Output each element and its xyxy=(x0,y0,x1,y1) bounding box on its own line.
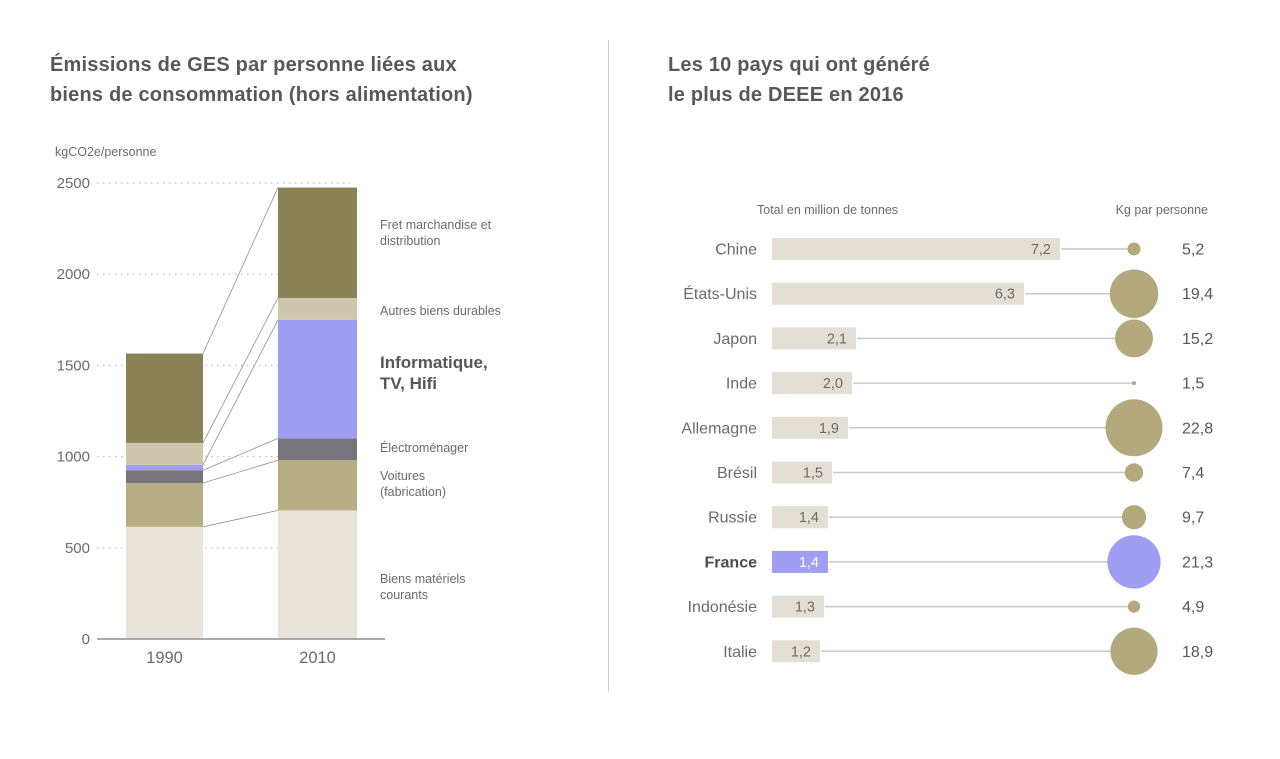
kg-bubble xyxy=(1110,627,1158,675)
bar-segment-1990 xyxy=(126,470,203,484)
tonnage-value-label: 1,5 xyxy=(803,466,823,482)
kg-value-label: 21,3 xyxy=(1182,554,1213,571)
kg-bubble xyxy=(1105,399,1163,457)
kg-bubble xyxy=(1127,600,1141,613)
tonnage-value-label: 2,1 xyxy=(827,331,847,347)
country-label: France xyxy=(705,554,758,571)
country-label: Italie xyxy=(723,644,757,661)
bar-segment-2010 xyxy=(278,460,357,511)
kg-bubble xyxy=(1109,269,1159,318)
y-tick-label-500: 500 xyxy=(65,540,90,557)
x-category-label: 2010 xyxy=(299,649,336,667)
tonnage-bar xyxy=(772,550,828,573)
legend-label: Informatique, TV, Hifi xyxy=(380,353,488,394)
tonnage-value-label: 1,4 xyxy=(799,555,819,571)
tonnage-value-label: 1,3 xyxy=(795,600,815,616)
y-tick-label-1000: 1000 xyxy=(57,449,90,466)
legend-label: Biens matériels courants xyxy=(380,572,466,603)
left-chart-title: Émissions de GES par personne liées aux … xyxy=(50,54,473,106)
bar-segment-2010 xyxy=(278,438,357,461)
bar-segment-2010 xyxy=(278,187,357,298)
country-label: États-Unis xyxy=(683,284,757,303)
divider-line xyxy=(608,40,609,692)
country-label: Japon xyxy=(713,331,757,348)
bar-segment-1990 xyxy=(126,464,203,471)
tonnage-value-label: 2,0 xyxy=(823,376,843,392)
kg-value-label: 4,9 xyxy=(1182,599,1204,616)
legend-label: Fret marchandise et distribution xyxy=(380,218,492,249)
kg-value-label: 15,2 xyxy=(1182,331,1213,348)
segment-connector-line xyxy=(202,319,279,465)
segment-connector-line xyxy=(202,459,279,484)
kg-value-label: 9,7 xyxy=(1182,510,1204,527)
legend-label: Électroménager xyxy=(380,441,469,455)
y-tick-label-1500: 1500 xyxy=(57,357,90,374)
bar-segment-1990 xyxy=(126,442,203,465)
bar-segment-2010 xyxy=(278,319,357,439)
y-tick-label-0: 0 xyxy=(82,631,90,648)
country-label: Chine xyxy=(715,242,757,259)
y-tick-label-2500: 2500 xyxy=(57,175,90,192)
tonnage-bar xyxy=(772,595,824,618)
country-label: Allemagne xyxy=(681,420,757,437)
deee-bar-bubble-chart: Chine 7,2 5,2 États-Unis 6,3 19,4 Japon 2,1 15,2… xyxy=(681,238,1213,675)
kg-value-label: 22,8 xyxy=(1182,420,1213,437)
segment-connector-line xyxy=(202,297,279,444)
bar-segment-2010 xyxy=(278,297,357,320)
segment-connector-line xyxy=(202,187,279,354)
kg-value-label: 1,5 xyxy=(1182,376,1204,393)
legend-label: Voitures (fabrication) xyxy=(380,469,446,500)
tonnage-bar xyxy=(772,506,828,529)
tonnage-value-label: 1,2 xyxy=(791,644,811,660)
bar-segment-1990 xyxy=(126,526,203,639)
tonnage-bar xyxy=(772,372,852,395)
kg-bubble xyxy=(1124,463,1144,482)
tonnage-bar xyxy=(772,327,856,350)
tonnage-bar xyxy=(772,282,1024,305)
tonnage-bar xyxy=(772,238,1060,260)
y-tick-label-2000: 2000 xyxy=(57,266,90,283)
tonnage-value-label: 1,4 xyxy=(799,510,819,526)
tonnage-value-label: 7,2 xyxy=(1031,242,1051,258)
kg-bubble xyxy=(1107,535,1161,589)
legend-label: Autres biens durables xyxy=(380,304,501,318)
kg-value-label: 5,2 xyxy=(1182,242,1204,259)
column-header-kg-per-person: Kg par personne xyxy=(1115,203,1208,217)
y-axis-unit-label: kgCO2e/personne xyxy=(55,145,157,159)
tonnage-value-label: 6,3 xyxy=(995,287,1015,303)
segment-connector-line xyxy=(202,510,279,528)
kg-bubble xyxy=(1121,505,1147,530)
bar-segment-1990 xyxy=(126,353,203,443)
country-label: Russie xyxy=(708,510,757,527)
tonnage-bar xyxy=(772,416,848,439)
kg-value-label: 19,4 xyxy=(1182,286,1213,303)
tonnage-bar xyxy=(772,461,832,484)
x-category-label: 1990 xyxy=(146,649,183,667)
kg-bubble xyxy=(1115,319,1153,358)
tonnage-value-label: 1,9 xyxy=(819,421,839,437)
tonnage-bar xyxy=(772,640,820,663)
kg-value-label: 18,9 xyxy=(1182,644,1213,661)
country-label: Brésil xyxy=(717,465,757,482)
country-label: Inde xyxy=(726,376,757,393)
segment-connector-line xyxy=(202,437,279,471)
kg-value-label: 7,4 xyxy=(1182,465,1204,482)
column-header-total-tonnes: Total en million de tonnes xyxy=(757,203,899,217)
stacked-bar-chart: 0 500 1000 1500 2000 2500 1990 2010 xyxy=(57,175,385,667)
country-label: Indonésie xyxy=(688,599,757,616)
bar-segment-1990 xyxy=(126,483,203,527)
kg-bubble xyxy=(1132,381,1136,386)
kg-bubble xyxy=(1127,242,1141,256)
bar-segment-2010 xyxy=(278,510,357,639)
right-chart-title: Les 10 pays qui ont généré le plus de DE… xyxy=(668,54,930,106)
